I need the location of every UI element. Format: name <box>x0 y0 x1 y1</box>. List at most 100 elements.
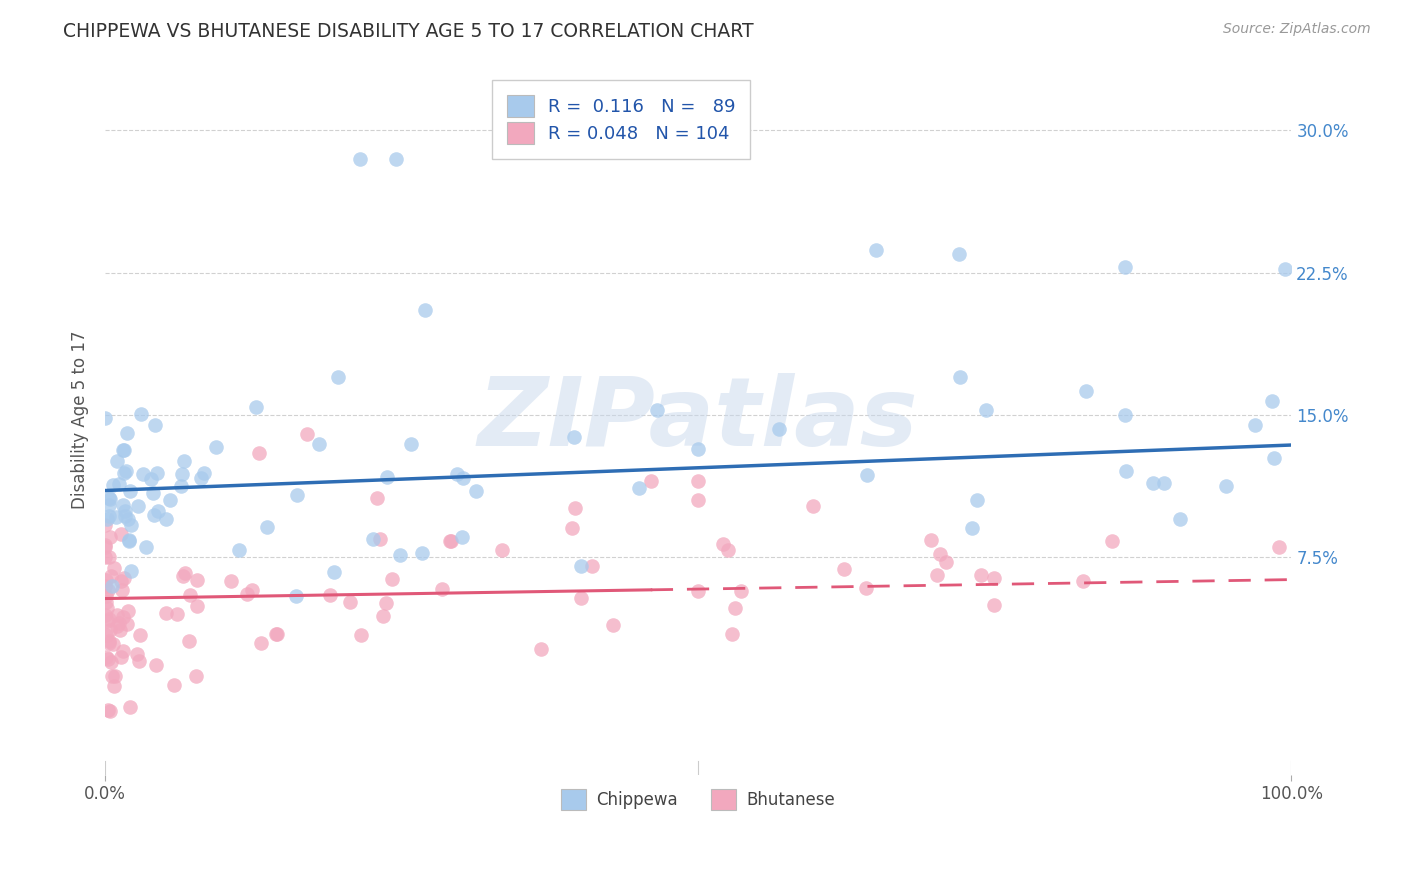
Point <box>432 582 454 596</box>
Point <box>834 562 856 576</box>
Point <box>98 530 121 544</box>
Point <box>411 546 433 560</box>
Point <box>94 628 117 642</box>
Point <box>1274 261 1296 276</box>
Point <box>100 668 122 682</box>
Point <box>1215 478 1237 492</box>
Point <box>146 504 169 518</box>
Point <box>249 445 271 459</box>
Point <box>711 537 734 551</box>
Point <box>139 472 162 486</box>
Point <box>125 647 148 661</box>
Point <box>295 426 318 441</box>
Point <box>1263 451 1285 466</box>
Point <box>983 598 1005 612</box>
Point <box>371 608 394 623</box>
Point <box>1071 574 1094 589</box>
Point <box>949 370 972 384</box>
Point <box>219 574 242 589</box>
Point <box>110 574 132 588</box>
Point <box>361 533 384 547</box>
Point <box>1101 534 1123 549</box>
Point <box>98 612 121 626</box>
Point <box>368 532 391 546</box>
Point <box>115 617 138 632</box>
Point <box>94 573 117 587</box>
Point <box>98 623 121 637</box>
Point <box>284 589 307 603</box>
Point <box>581 558 603 573</box>
Point <box>108 624 131 638</box>
Point <box>323 566 346 580</box>
Point <box>855 581 877 595</box>
Point <box>1153 475 1175 490</box>
Point <box>1168 512 1191 526</box>
Point <box>399 436 422 450</box>
Point <box>385 152 408 166</box>
Point <box>159 493 181 508</box>
Point <box>97 550 120 565</box>
Point <box>110 582 132 597</box>
Point <box>118 533 141 548</box>
Point <box>1142 475 1164 490</box>
Point <box>170 479 193 493</box>
Point <box>688 493 710 508</box>
Point <box>94 589 117 603</box>
Point <box>190 471 212 485</box>
Point <box>415 303 437 318</box>
Point <box>97 636 120 650</box>
Text: Source: ZipAtlas.com: Source: ZipAtlas.com <box>1223 22 1371 37</box>
Point <box>129 407 152 421</box>
Point <box>110 649 132 664</box>
Point <box>205 440 228 454</box>
Point <box>114 504 136 518</box>
Point <box>97 703 120 717</box>
Point <box>98 634 121 648</box>
Point <box>177 634 200 648</box>
Point <box>562 430 585 444</box>
Point <box>142 486 165 500</box>
Point <box>112 442 135 457</box>
Point <box>686 584 709 599</box>
Point <box>768 422 790 436</box>
Point <box>101 478 124 492</box>
Point <box>94 410 117 425</box>
Point <box>723 601 745 615</box>
Point <box>688 474 710 488</box>
Point <box>117 512 139 526</box>
Point <box>97 583 120 598</box>
Point <box>118 533 141 548</box>
Point <box>103 561 125 575</box>
Text: ZIPatlas: ZIPatlas <box>478 373 918 466</box>
Point <box>101 637 124 651</box>
Point <box>145 657 167 672</box>
Point <box>561 521 583 535</box>
Point <box>174 566 197 580</box>
Point <box>308 437 330 451</box>
Point <box>960 521 983 535</box>
Point <box>112 571 135 585</box>
Point <box>112 644 135 658</box>
Point <box>948 246 970 260</box>
Point <box>120 484 142 499</box>
Point <box>98 509 121 524</box>
Point <box>1114 408 1136 422</box>
Point <box>120 517 142 532</box>
Point <box>235 587 257 601</box>
Point <box>129 628 152 642</box>
Point <box>1114 260 1136 274</box>
Point <box>491 542 513 557</box>
Point <box>640 474 662 488</box>
Point <box>186 669 208 683</box>
Point <box>96 614 118 628</box>
Point <box>101 579 124 593</box>
Point <box>97 499 120 513</box>
Point <box>94 541 117 555</box>
Point <box>319 588 342 602</box>
Point <box>266 626 288 640</box>
Point <box>163 678 186 692</box>
Point <box>96 511 118 525</box>
Point <box>94 550 117 565</box>
Point <box>569 558 592 573</box>
Point <box>1243 417 1265 432</box>
